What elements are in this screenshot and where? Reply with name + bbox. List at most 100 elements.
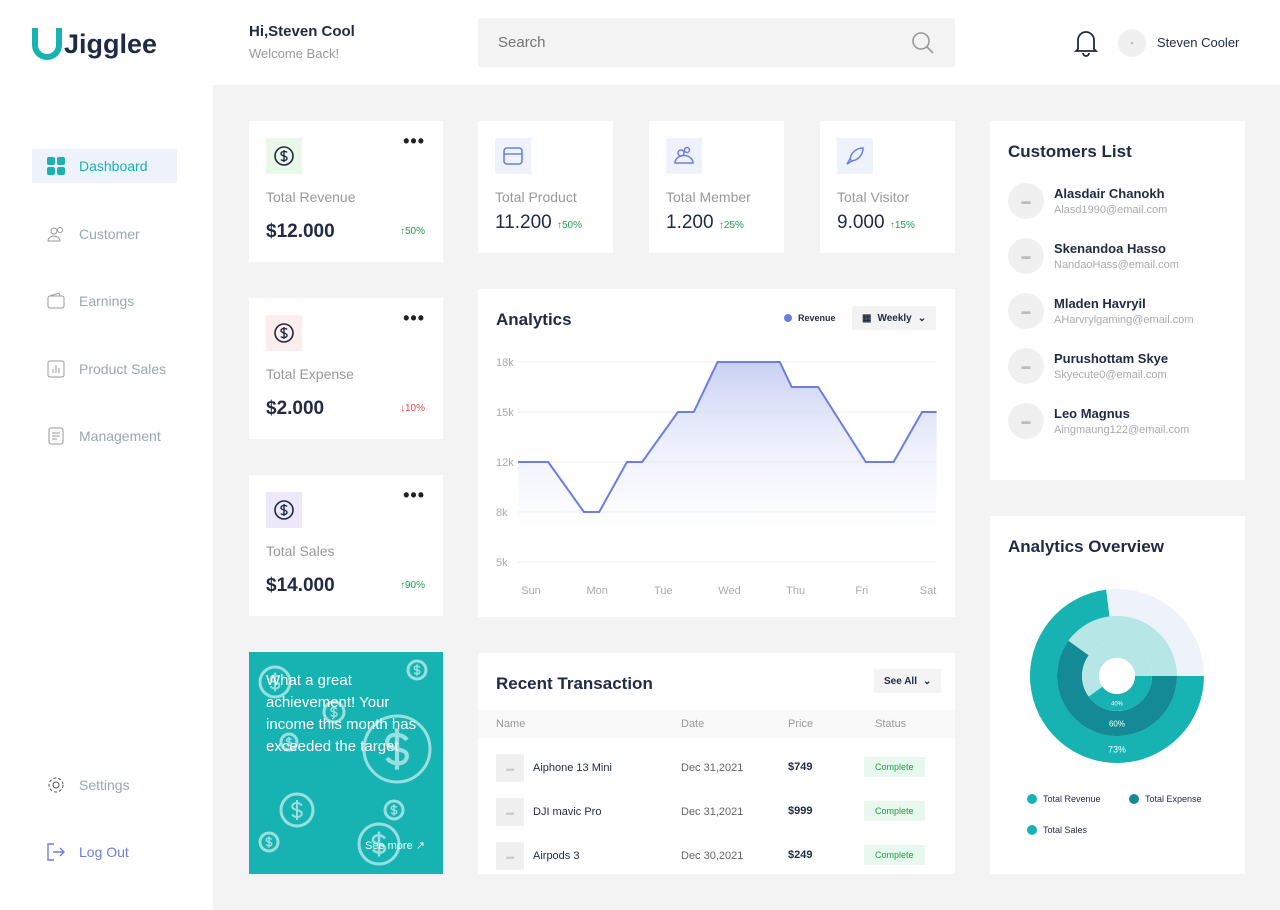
coin-icon [258, 665, 292, 699]
legend-total-sales: Total Sales [1027, 825, 1087, 835]
ring-remainder [1106, 589, 1204, 676]
avatar: ▬ [1008, 293, 1044, 329]
transaction-price: $249 [788, 848, 813, 861]
x-tick-label: Thu [786, 585, 805, 597]
logout-button[interactable]: Log Out [32, 835, 177, 869]
sidebar-item-label: Product Sales [79, 361, 167, 377]
stat-card-visitor: Total Visitor 9.000 ↑15% [820, 121, 955, 253]
list-item[interactable]: ▬ Alasdair Chanokh Alasd1990@email.com [1008, 183, 1167, 219]
series-line [518, 361, 937, 513]
coin-icon [383, 799, 405, 821]
grid-icon [47, 157, 65, 175]
greeting-subtitle: Welcome Back! [249, 46, 340, 61]
bell-icon[interactable] [1074, 29, 1098, 57]
stat-number: 9.000 [837, 212, 885, 233]
members-icon [666, 138, 702, 174]
gear-icon [48, 777, 64, 793]
sidebar-item-label: Log Out [79, 844, 129, 860]
user-avatar[interactable]: ▪ [1118, 29, 1146, 57]
search-icon[interactable] [911, 31, 935, 55]
table-row[interactable]: ▬ Airpods 3 Dec 30,2021 $249 Complete [478, 841, 955, 871]
ring-segment[interactable] [1057, 640, 1177, 736]
list-item[interactable]: ▬ Mladen Havryil AHarvrylgaming@email.co… [1008, 293, 1194, 329]
sidebar-item-label: Management [79, 428, 161, 444]
stat-label: Total Revenue [266, 189, 356, 205]
stat-label: Total Expense [266, 366, 354, 382]
stat-value: $14.000 [266, 575, 335, 596]
ring-segment[interactable] [1030, 589, 1204, 763]
stat-label: Total Visitor [837, 189, 910, 205]
avatar: ▬ [1008, 348, 1044, 384]
stat-change: ↑50% [556, 220, 582, 231]
stat-card-product: Total Product 11.200 ↑50% [478, 121, 613, 253]
sidebar-item-dashboard[interactable]: Dashboard [32, 149, 177, 183]
analytics-title: Analytics [496, 310, 572, 329]
transaction-date: Dec 31,2021 [681, 806, 744, 818]
x-tick-label: Sun [521, 585, 541, 597]
product-name: DJI mavic Pro [533, 806, 602, 818]
coin-icon [258, 831, 280, 853]
stat-label: Total Sales [266, 543, 335, 559]
product-thumbnail: ▬ [496, 842, 524, 870]
coin-icon [279, 732, 299, 752]
ring-remainder [1082, 641, 1152, 697]
ring-remainder [1068, 616, 1177, 676]
more-options-icon[interactable]: ••• [403, 131, 425, 151]
center-hole [1099, 658, 1135, 694]
store-icon [495, 138, 531, 174]
rocket-icon [837, 138, 873, 174]
product-name: Aiphone 13 Mini [533, 762, 612, 774]
sidebar-item-product-sales[interactable]: Product Sales [32, 352, 177, 386]
legend-dot-icon [784, 314, 792, 322]
see-all-dropdown[interactable]: See All ⌄ [874, 669, 942, 693]
x-tick-label: Fri [855, 585, 868, 597]
chevron-down-icon: ⌄ [922, 675, 932, 687]
sidebar: Dashboard Customer Earnings Product Sale… [0, 85, 213, 910]
transaction-price: $749 [788, 760, 813, 773]
logo-mark-icon [32, 28, 62, 60]
see-more-link[interactable]: See more ↗ [365, 840, 425, 852]
analytics-card: Analytics Revenue ▦ Weekly ⌄ 5k 8k 12k 15k 18k… [478, 289, 955, 617]
chart-legend: Revenue [784, 313, 836, 323]
list-item[interactable]: ▬ Skenandoa Hasso NandaoHass@email.com [1008, 238, 1179, 274]
customer-name: Leo Magnus [1054, 406, 1130, 421]
transactions-title: Recent Transaction [496, 674, 653, 693]
sidebar-item-management[interactable]: Management [32, 419, 177, 453]
legend-dot-icon [1027, 794, 1037, 804]
sidebar-item-label: Dashboard [79, 158, 148, 174]
list-item[interactable]: ▬ Leo Magnus Aingmaung122@email.com [1008, 403, 1189, 439]
user-name[interactable]: Steven Cooler [1157, 35, 1240, 50]
legend-total-expense: Total Expense [1129, 794, 1202, 804]
chevron-down-icon: ⌄ [917, 312, 927, 324]
sidebar-item-settings[interactable]: Settings [32, 768, 177, 802]
avatar: ▬ [1008, 403, 1044, 439]
customer-email: Alasd1990@email.com [1054, 204, 1168, 216]
search-input[interactable] [498, 34, 878, 51]
period-label: Weekly [877, 312, 912, 324]
product-name: Airpods 3 [533, 850, 580, 862]
stat-card-sales: ••• Total Sales $14.000 ↑90% [249, 475, 443, 616]
period-dropdown[interactable]: ▦ Weekly ⌄ [852, 306, 937, 330]
sidebar-item-earnings[interactable]: Earnings [32, 284, 177, 318]
overview-card: Analytics Overview 73% 60% 40% Total Reven… [990, 516, 1245, 874]
more-options-icon[interactable]: ••• [403, 485, 425, 505]
y-tick-label: 5k [496, 557, 508, 569]
bar-chart-icon [47, 360, 65, 378]
stat-value: $2.000 [266, 398, 325, 419]
logo[interactable]: Jigglee [32, 28, 157, 60]
legend-dot-icon [1027, 825, 1037, 835]
search-bar [478, 18, 955, 67]
table-row[interactable]: ▬ Aiphone 13 Mini Dec 31,2021 $749 Compl… [478, 753, 955, 783]
list-item[interactable]: ▬ Purushottam Skye Skyecute0@email.com [1008, 348, 1168, 384]
column-header: Name [496, 718, 526, 730]
customer-name: Purushottam Skye [1054, 351, 1169, 366]
table-row[interactable]: ▬ DJI mavic Pro Dec 31,2021 $999 Complet… [478, 797, 955, 827]
sidebar-item-label: Customer [79, 226, 140, 242]
product-thumbnail: ▬ [496, 798, 524, 826]
stat-change: ↑90% [399, 580, 425, 591]
dollar-down-icon [266, 315, 302, 351]
dollar-up-icon [266, 138, 302, 174]
sidebar-item-customer[interactable]: Customer [32, 217, 177, 251]
more-options-icon[interactable]: ••• [403, 308, 425, 328]
ring-segment[interactable] [1088, 676, 1152, 711]
